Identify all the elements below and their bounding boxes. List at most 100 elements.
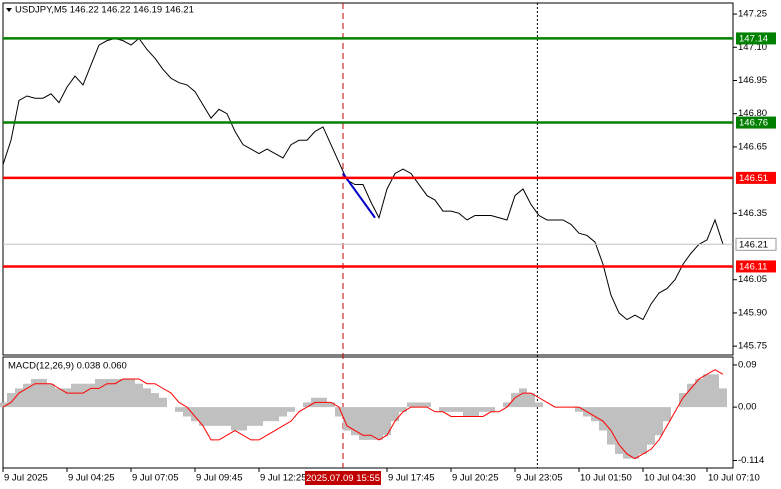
x-tick-label: 10 Jul 07:10 [708, 473, 760, 484]
histogram-bar [711, 374, 719, 408]
histogram-bar [663, 407, 671, 422]
histogram-bar [223, 407, 231, 426]
histogram-bar [127, 379, 135, 408]
histogram-bar [143, 388, 151, 408]
x-tick-label: 9 Jul 23:05 [516, 473, 562, 484]
x-tick-label: 9 Jul 17:45 [388, 473, 434, 484]
level-tag [736, 171, 776, 184]
histogram-bar [87, 383, 95, 408]
histogram-bar [287, 407, 295, 412]
histogram-bar [503, 402, 511, 408]
level-tag [736, 260, 776, 273]
histogram-bar [415, 402, 423, 408]
level-label: 146.11 [739, 261, 767, 272]
histogram-bar [271, 407, 279, 422]
y-tick-label: 146.80 [738, 108, 767, 119]
histogram-bar [463, 407, 471, 417]
histogram-bar [135, 383, 143, 408]
histogram-bar [367, 407, 375, 440]
x-tick-label: 9 Jul 12:25 [260, 473, 306, 484]
y-tick-label: 145.90 [738, 307, 767, 318]
level-tag [736, 32, 776, 45]
histogram-bar [535, 402, 543, 408]
histogram-bar [119, 379, 127, 408]
histogram-bar [95, 379, 103, 408]
x-tick-label: 9 Jul 09:45 [196, 473, 242, 484]
x-tick-label: 9 Jul 20:25 [452, 473, 498, 484]
histogram-bar [655, 407, 663, 436]
histogram-bar [31, 379, 39, 408]
histogram-bar [487, 407, 495, 412]
histogram-bar [527, 393, 535, 408]
histogram-bar [479, 407, 487, 412]
x-tick-label: 10 Jul 04:30 [644, 473, 696, 484]
histogram-bar [647, 407, 655, 445]
x-tick-label: 9 Jul 07:05 [132, 473, 178, 484]
title-arrow [6, 8, 12, 12]
histogram-bar [575, 407, 583, 412]
histogram-bar [63, 388, 71, 408]
x-tick-label: 9 Jul 04:25 [68, 473, 114, 484]
y-tick-label: 0.00 [738, 402, 757, 413]
level-label: 147.14 [739, 33, 768, 44]
histogram-bar [447, 407, 455, 412]
histogram-bar [55, 388, 63, 408]
histogram-bar [639, 407, 647, 454]
histogram-bar [591, 407, 599, 422]
x-tick-label: 9 Jul 2025 [4, 473, 48, 484]
histogram-bar [159, 397, 167, 408]
signal-line [2, 369, 724, 460]
histogram-bar [15, 388, 23, 408]
histogram-bar [631, 407, 639, 459]
histogram-bar [439, 407, 447, 412]
histogram-bar [71, 383, 79, 408]
price-tag [735, 237, 777, 251]
trend-line [342, 172, 376, 219]
histogram-bar [247, 407, 255, 426]
histogram-bar [623, 407, 631, 459]
y-tick-label: 146.05 [738, 274, 767, 285]
histogram-bar [7, 393, 15, 408]
y-tick-label: 146.95 [738, 75, 767, 86]
histogram-bar [351, 407, 359, 436]
histogram-bar [399, 407, 407, 412]
level-tag [736, 116, 776, 129]
price-line [2, 37, 724, 321]
y-tick-label: 146.65 [738, 141, 767, 152]
histogram-bar [279, 407, 287, 417]
histogram-bar [599, 407, 607, 431]
histogram-bar [423, 402, 431, 408]
histogram-bar [519, 388, 527, 408]
histogram-bar [151, 393, 159, 408]
histogram-bar [719, 388, 727, 408]
cursor-tag [305, 471, 381, 485]
y-tick-label: 145.75 [738, 341, 767, 352]
histogram-bar [679, 393, 687, 408]
histogram-bar [455, 407, 463, 412]
histogram-bar [207, 407, 215, 426]
histogram-bar [103, 379, 111, 408]
level-label: 146.51 [739, 173, 768, 184]
histogram-bar [335, 407, 343, 417]
histogram-bar [79, 383, 87, 408]
histogram-bar [703, 374, 711, 408]
histogram-bar [687, 383, 695, 408]
chart-title: USDJPY,M5 146.22 146.22 146.19 146.21 [15, 5, 194, 16]
histogram-bar [183, 407, 191, 417]
histogram-bar [303, 402, 311, 408]
histogram-bar [111, 379, 119, 408]
histogram-bar [47, 383, 55, 408]
histogram-bar [263, 407, 271, 422]
cursor-label: 2025.07.09 15:55 [306, 473, 380, 484]
histogram-bar [191, 407, 199, 422]
y-tick-label: -0.114 [738, 455, 764, 466]
macd-title: MACD(12,26,9) 0.038 0.060 [8, 361, 127, 372]
y-tick-label: 146.35 [738, 208, 767, 219]
histogram-bar [391, 407, 399, 422]
histogram-bar [239, 407, 247, 431]
histogram-bar [695, 379, 703, 408]
histogram-bar [343, 407, 351, 431]
histogram-bar [471, 407, 479, 417]
histogram-bar [407, 402, 415, 408]
